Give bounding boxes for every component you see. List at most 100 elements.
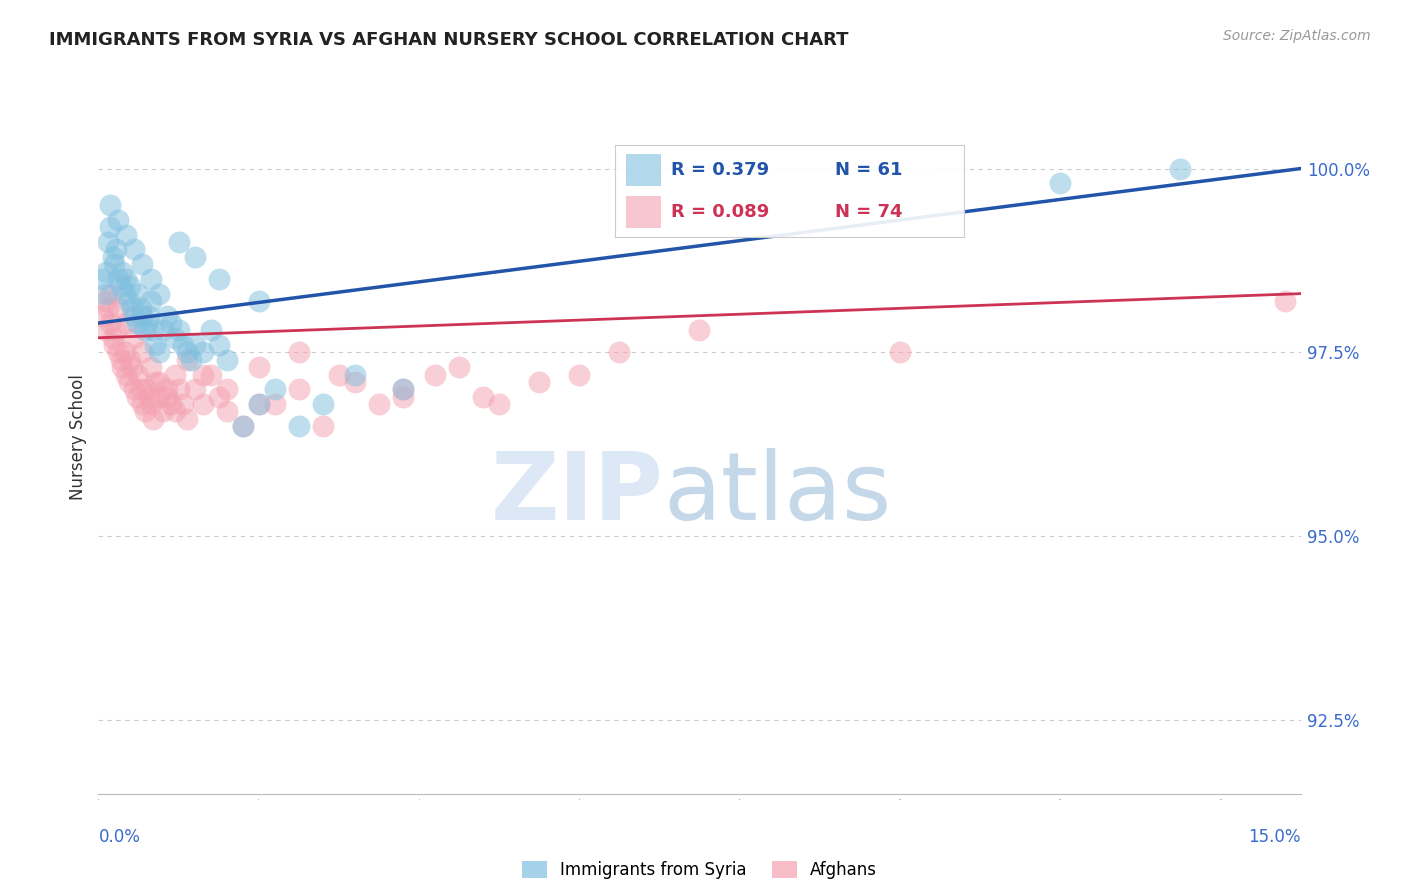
Point	[125, 316, 148, 330]
Point	[110, 352, 132, 367]
Point	[131, 397, 153, 411]
Point	[263, 382, 285, 396]
Point	[312, 397, 335, 411]
Point	[94, 286, 117, 301]
Point	[159, 397, 181, 411]
Point	[139, 272, 162, 286]
Point	[139, 397, 162, 411]
Point	[163, 331, 186, 345]
Point	[148, 286, 170, 301]
Point	[176, 352, 198, 367]
Point	[191, 397, 214, 411]
Point	[120, 279, 142, 293]
Point	[129, 382, 152, 396]
Point	[191, 368, 214, 382]
Point	[139, 293, 162, 308]
Point	[423, 368, 446, 382]
Text: Source: ZipAtlas.com: Source: ZipAtlas.com	[1223, 29, 1371, 43]
Point	[139, 360, 162, 375]
Text: atlas: atlas	[664, 448, 891, 541]
Point	[115, 316, 138, 330]
Point	[100, 198, 122, 212]
Point	[97, 301, 120, 316]
Point	[155, 382, 177, 396]
Point	[134, 323, 156, 337]
Point	[343, 375, 366, 389]
Legend: Immigrants from Syria, Afghans: Immigrants from Syria, Afghans	[515, 854, 884, 886]
Point	[135, 316, 157, 330]
Point	[138, 390, 160, 404]
Point	[215, 382, 238, 396]
Point	[155, 309, 177, 323]
Point	[91, 272, 114, 286]
Point	[107, 301, 129, 316]
Point	[115, 272, 138, 286]
Point	[121, 301, 143, 316]
Point	[152, 404, 174, 418]
Point	[568, 368, 591, 382]
Point	[247, 397, 270, 411]
Point	[107, 272, 129, 286]
Point	[103, 338, 125, 352]
Point	[124, 331, 146, 345]
Point	[115, 368, 138, 382]
Text: N = 74: N = 74	[835, 203, 903, 221]
Point	[138, 309, 160, 323]
Point	[131, 345, 153, 359]
Point	[208, 338, 231, 352]
Point	[100, 286, 122, 301]
Point	[118, 375, 141, 389]
Point	[1049, 176, 1071, 190]
Point	[328, 368, 350, 382]
Point	[208, 390, 231, 404]
Point	[200, 323, 222, 337]
Point	[159, 316, 181, 330]
Point	[163, 368, 186, 382]
Point	[889, 345, 911, 359]
Point	[107, 345, 129, 359]
Point	[183, 338, 205, 352]
Point	[176, 411, 198, 425]
Point	[105, 323, 128, 337]
Point	[118, 293, 141, 308]
Point	[100, 316, 122, 330]
Point	[183, 250, 205, 264]
Text: R = 0.379: R = 0.379	[671, 161, 769, 178]
Point	[124, 309, 146, 323]
Text: N = 61: N = 61	[835, 161, 903, 178]
FancyBboxPatch shape	[626, 195, 661, 228]
Text: ZIP: ZIP	[491, 448, 664, 541]
Point	[134, 404, 156, 418]
Point	[111, 360, 134, 375]
Point	[208, 272, 231, 286]
Point	[128, 368, 150, 382]
Point	[392, 382, 415, 396]
Point	[1274, 293, 1296, 308]
Point	[148, 345, 170, 359]
Point	[115, 227, 138, 242]
Point	[148, 375, 170, 389]
Point	[125, 390, 148, 404]
Point	[232, 419, 254, 434]
Point	[172, 338, 194, 352]
Point	[135, 382, 157, 396]
Point	[472, 390, 495, 404]
Point	[167, 235, 190, 249]
Point	[312, 419, 335, 434]
Point	[114, 286, 136, 301]
Point	[247, 397, 270, 411]
Point	[101, 331, 124, 345]
Point	[247, 360, 270, 375]
Point	[124, 382, 146, 396]
Point	[96, 293, 118, 308]
Point	[180, 352, 202, 367]
Text: 0.0%: 0.0%	[98, 828, 141, 846]
Point	[183, 382, 205, 396]
Point	[111, 264, 134, 278]
Point	[97, 235, 120, 249]
FancyBboxPatch shape	[626, 153, 661, 186]
Point	[105, 243, 128, 257]
Point	[131, 309, 153, 323]
Point	[142, 323, 165, 337]
Point	[148, 390, 170, 404]
